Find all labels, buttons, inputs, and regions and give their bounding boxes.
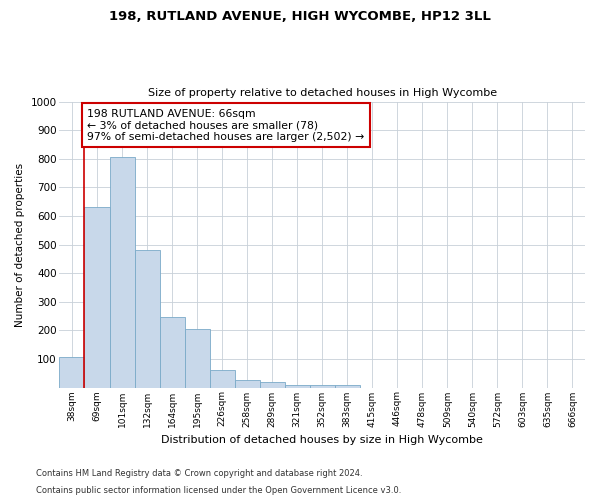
Bar: [59, 356, 85, 388]
Bar: [284, 384, 310, 388]
Bar: [110, 158, 134, 388]
Bar: [209, 370, 235, 388]
Bar: [335, 384, 360, 388]
Title: Size of property relative to detached houses in High Wycombe: Size of property relative to detached ho…: [148, 88, 497, 98]
Bar: [235, 380, 260, 388]
Bar: [260, 382, 284, 388]
Bar: [160, 316, 185, 388]
Text: 198 RUTLAND AVENUE: 66sqm
← 3% of detached houses are smaller (78)
97% of semi-d: 198 RUTLAND AVENUE: 66sqm ← 3% of detach…: [87, 108, 364, 142]
Text: Contains public sector information licensed under the Open Government Licence v3: Contains public sector information licen…: [36, 486, 401, 495]
Y-axis label: Number of detached properties: Number of detached properties: [15, 162, 25, 326]
Bar: [134, 250, 160, 388]
X-axis label: Distribution of detached houses by size in High Wycombe: Distribution of detached houses by size …: [161, 435, 483, 445]
Text: Contains HM Land Registry data © Crown copyright and database right 2024.: Contains HM Land Registry data © Crown c…: [36, 468, 362, 477]
Bar: [310, 384, 335, 388]
Bar: [185, 329, 209, 388]
Bar: [85, 208, 110, 388]
Text: 198, RUTLAND AVENUE, HIGH WYCOMBE, HP12 3LL: 198, RUTLAND AVENUE, HIGH WYCOMBE, HP12 …: [109, 10, 491, 23]
